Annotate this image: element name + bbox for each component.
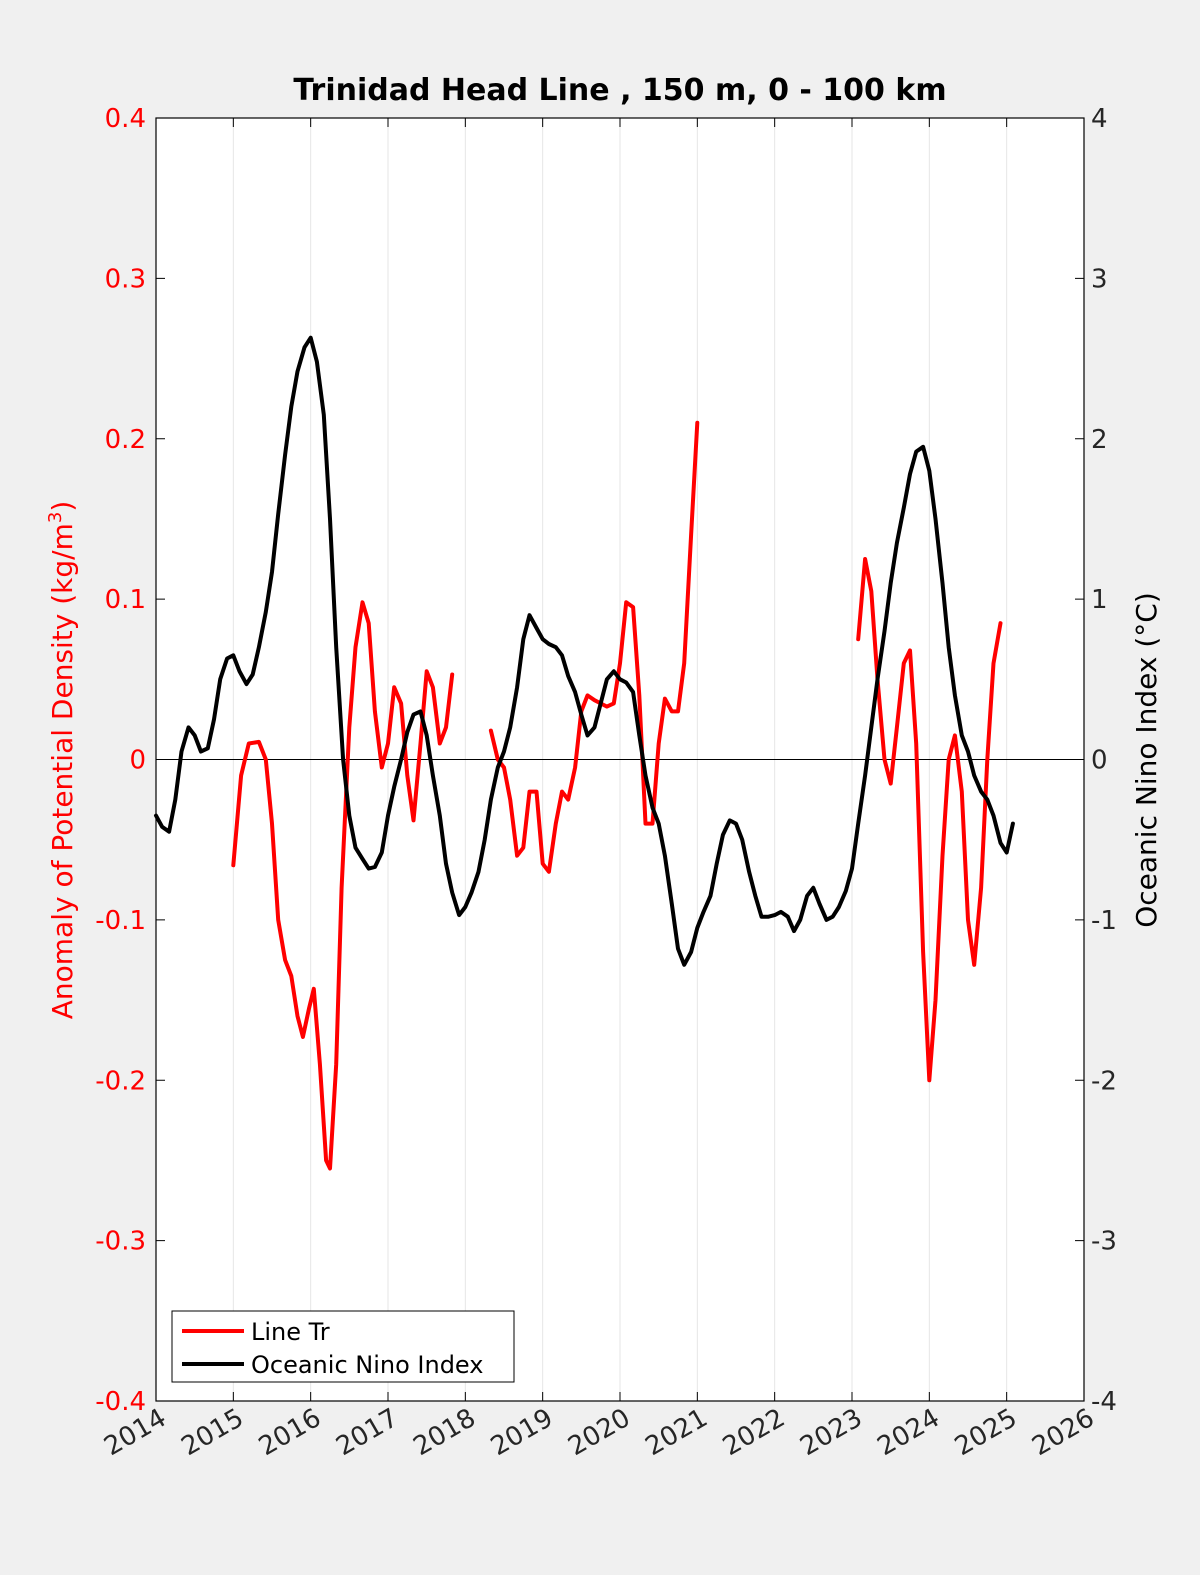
legend-box [171,1310,515,1383]
y-left-tick-label: -0.4 [95,1387,146,1417]
y-right-tick-label: -1 [1091,906,1117,936]
series-oni-segment-0 [154,335,1015,967]
y-right-tick-label: -2 [1091,1066,1117,1096]
y-axis-left-label-main: Anomaly of Potential Density (kg/m [46,523,79,1019]
y-left-tick-label: -0.2 [95,1066,146,1096]
x-tick-label: 2019 [486,1403,558,1462]
y-axis-left-label-sup: 3 [45,512,66,523]
x-tick-label: 2017 [331,1403,403,1462]
y-left-tick-label: 0.1 [105,585,146,615]
x-tick-label: 2025 [950,1403,1022,1462]
series-line-tr-segment-1 [488,420,700,874]
series-layer [154,335,1015,1171]
y-left-tick-label: 0 [129,746,146,776]
x-tick-label: 2020 [563,1403,635,1462]
x-tick-label: 2015 [177,1403,249,1462]
y-axis-right-label: Oceanic Nino Index (°C) [1130,592,1163,928]
y-right-tick-label: 3 [1091,264,1108,294]
y-axis-left-label: Anomaly of Potential Density (kg/m3) [45,501,79,1020]
x-tick-label: 2026 [1027,1403,1099,1462]
series-line-tr-segment-2 [856,557,1003,1083]
chart-title: Trinidad Head Line , 150 m, 0 - 100 km [293,73,946,108]
y-right-tick-label: -4 [1091,1387,1117,1417]
legend-label-line-tr: Line Tr [251,1318,330,1346]
y-left-tick-label: 0.4 [105,104,146,134]
x-tick-label: 2023 [795,1403,867,1462]
x-tick-label: 2022 [718,1403,790,1462]
y-left-tick-label: -0.3 [95,1227,146,1257]
y-right-tick-label: 2 [1091,425,1108,455]
y-axis-left-label-close: ) [46,501,79,512]
y-right-tick-label: 4 [1091,104,1108,134]
series-line-tr-segment-0 [231,600,455,1171]
y-right-tick-label: 0 [1091,746,1108,776]
x-tick-label: 2016 [254,1403,326,1462]
y-right-tick-label: -3 [1091,1227,1117,1257]
y-right-tick-label: 1 [1091,585,1108,615]
legend-label-oni: Oceanic Nino Index [251,1351,483,1379]
legend: Line Tr Oceanic Nino Index [171,1310,515,1383]
y-left-tick-label: 0.3 [105,264,146,294]
x-tick-label: 2018 [409,1403,481,1462]
x-tick-label: 2024 [873,1403,945,1462]
y-left-tick-label: 0.2 [105,425,146,455]
x-tick-label: 2021 [641,1403,713,1462]
y-left-tick-label: -0.1 [95,906,146,936]
